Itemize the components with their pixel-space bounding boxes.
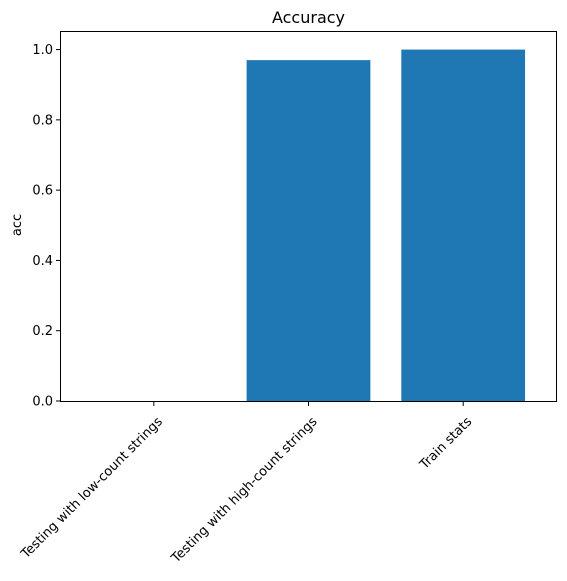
y-tick-label-4: 0.8	[32, 113, 53, 128]
bar-2	[401, 49, 526, 401]
y-tick-label-3: 0.6	[32, 184, 53, 199]
y-tick-label-0: 0.0	[32, 395, 53, 410]
plot-frame	[60, 31, 557, 402]
y-axis-label: acc	[10, 214, 25, 236]
y-axis-ticks: 0.0 0.2 0.4 0.6 0.8 1.0	[32, 43, 61, 410]
chart-title: Accuracy	[272, 8, 345, 27]
bars-group	[246, 49, 526, 401]
y-tick-label-2: 0.4	[32, 254, 53, 269]
y-tick-label-1: 0.2	[32, 324, 53, 339]
y-tick-label-5: 1.0	[32, 43, 53, 58]
bar-1	[246, 60, 371, 401]
